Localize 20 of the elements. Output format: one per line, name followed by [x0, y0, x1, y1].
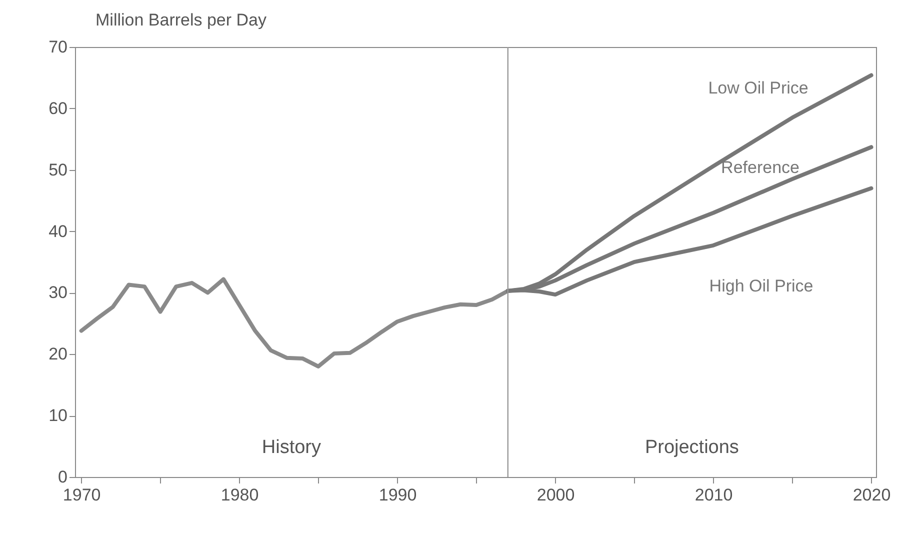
y-tick-label: 10 [48, 406, 68, 426]
x-tick-label: 2020 [852, 486, 891, 504]
x-tick-label: 1980 [220, 486, 259, 504]
x-tick-label: 1970 [62, 486, 101, 504]
y-tick-label: 0 [58, 468, 68, 486]
y-tick-label: 30 [48, 283, 68, 302]
y-tick-label: 40 [48, 222, 68, 241]
series-label: Reference [721, 158, 800, 178]
series-label: Low Oil Price [708, 78, 808, 98]
x-tick-label: 2000 [536, 486, 575, 504]
series-label: High Oil Price [709, 276, 814, 296]
y-tick-label: 70 [48, 38, 68, 56]
y-tick-label: 50 [48, 160, 68, 180]
annotation: Projections [644, 437, 739, 458]
x-tick-label: 1990 [378, 486, 417, 504]
y-tick-label: 20 [48, 344, 68, 364]
y-tick-label: 60 [48, 98, 68, 118]
y-axis-title: Million Barrels per Day [96, 10, 267, 30]
annotation: History [262, 437, 322, 458]
x-tick-label: 2010 [694, 486, 733, 504]
